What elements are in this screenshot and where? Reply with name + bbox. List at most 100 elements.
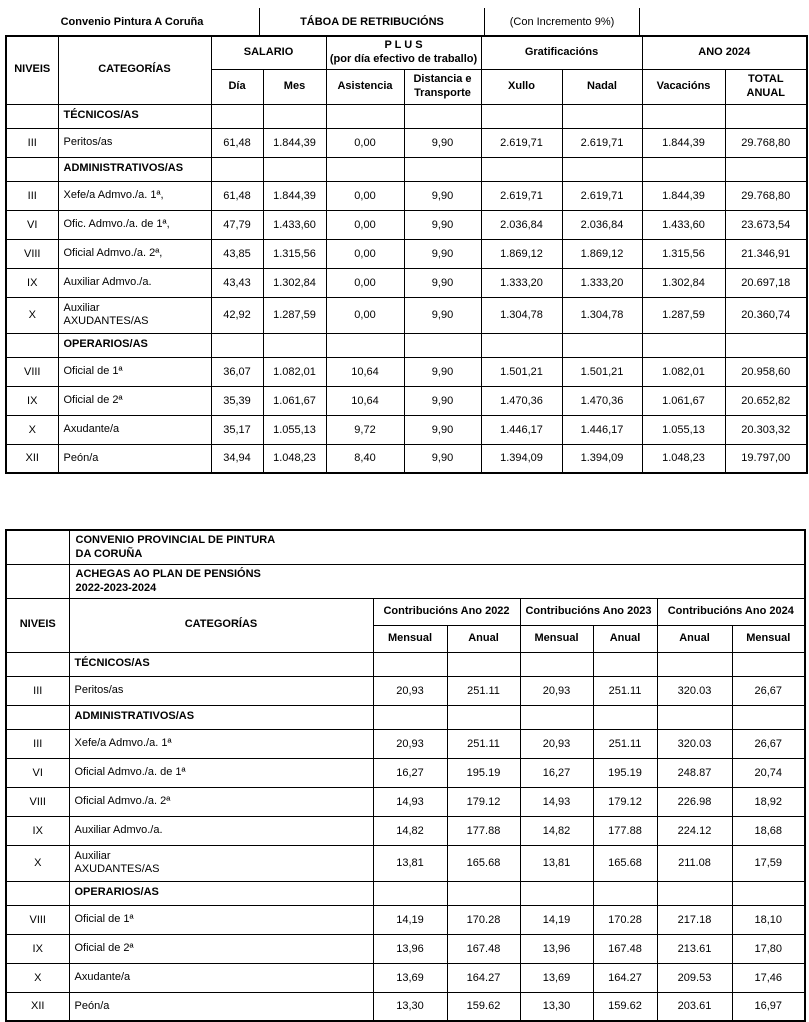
asistencia-cell: 0,00: [325, 180, 405, 211]
empty-cell: [480, 332, 563, 358]
anual-2024-cell: 213.61: [656, 933, 733, 964]
dia-cell: 43,43: [210, 267, 264, 298]
mensual-2024-cell: 17,59: [731, 844, 806, 882]
anual-2022-cell: 165.68: [446, 844, 521, 882]
vacacions-cell: 1.061,67: [641, 385, 726, 416]
nivel-cell: X: [5, 414, 59, 445]
dia-cell: 61,48: [210, 127, 264, 158]
total-cell: 29.768,80: [724, 127, 808, 158]
column-header-mensual-2024: Mensual: [731, 624, 806, 653]
section-row: OPERARIOS/AS: [5, 880, 806, 906]
column-header-mes: Mes: [262, 68, 327, 105]
pensions-table: CONVENIO PROVINCIAL DE PINTURA DA CORUÑA…: [5, 529, 807, 1022]
empty-cell: [724, 103, 808, 129]
mes-cell: 1.433,60: [262, 209, 327, 240]
section-row: OPERARIOS/AS: [5, 332, 808, 358]
dia-cell: 42,92: [210, 296, 264, 334]
total-cell: 21.346,91: [724, 238, 808, 269]
categoria-cell: Axudante/a: [57, 414, 212, 445]
empty-cell: [592, 651, 658, 677]
distancia-cell: 9,90: [403, 356, 482, 387]
empty-cell: [5, 103, 59, 129]
empty-cell: [5, 156, 59, 182]
anual-2022-cell: 159.62: [446, 991, 521, 1022]
column-header-anual-2024: Anual: [656, 624, 733, 653]
mes-cell: 1.302,84: [262, 267, 327, 298]
mes-cell: 1.061,67: [262, 385, 327, 416]
column-header-niveis: NIVEIS: [5, 35, 59, 105]
column-header-niveis: NIVEIS: [5, 597, 70, 653]
table-row: XII Peón/a 34,94 1.048,23 8,40 9,90 1.39…: [5, 443, 808, 474]
asistencia-cell: 0,00: [325, 238, 405, 269]
mes-cell: 1.048,23: [262, 443, 327, 474]
mes-cell: 1.844,39: [262, 127, 327, 158]
empty-cell: [446, 704, 521, 730]
empty-cell: [446, 880, 521, 906]
section-label: ADMINISTRATIVOS/AS: [68, 704, 374, 730]
asistencia-cell: 10,64: [325, 385, 405, 416]
empty-cell: [210, 156, 264, 182]
group-header-gratificacions: Gratificacións: [480, 35, 643, 70]
empty-cell: [446, 651, 521, 677]
mensual-2024-cell: 18,68: [731, 815, 806, 846]
mensual-2024-cell: 26,67: [731, 728, 806, 759]
section-label: OPERARIOS/AS: [57, 332, 212, 358]
table-row: VIII Oficial de 1ª 14,19 170.28 14,19 17…: [5, 904, 806, 935]
column-header-anual-2022: Anual: [446, 624, 521, 653]
categoria-cell: Oficial de 1ª: [57, 356, 212, 387]
section-label: TÉCNICOS/AS: [68, 651, 374, 677]
anual-2024-cell: 226.98: [656, 786, 733, 817]
incremento-note: (Con Incremento 9%): [485, 8, 640, 35]
asistencia-cell: 10,64: [325, 356, 405, 387]
section-row: TÉCNICOS/AS: [5, 103, 808, 129]
xullo-cell: 1.470,36: [480, 385, 563, 416]
column-header-mensual-2023: Mensual: [519, 624, 594, 653]
anual-2024-cell: 320.03: [656, 728, 733, 759]
column-header-xullo: Xullo: [480, 68, 563, 105]
empty-cell: [403, 332, 482, 358]
categoria-cell: Auxiliar AXUDANTES/AS: [68, 844, 374, 882]
nivel-cell: VIII: [5, 356, 59, 387]
empty-cell: [519, 651, 594, 677]
vacacions-cell: 1.082,01: [641, 356, 726, 387]
empty-cell: [325, 103, 405, 129]
asistencia-cell: 0,00: [325, 267, 405, 298]
total-cell: 20.360,74: [724, 296, 808, 334]
empty-cell: [262, 332, 327, 358]
empty-cell: [641, 156, 726, 182]
table-row: III Xefe/a Admvo./a. 1ª 20,93 251.11 20,…: [5, 728, 806, 759]
table-row: VI Oficial Admvo./a. de 1ª 16,27 195.19 …: [5, 757, 806, 788]
categoria-cell: Oficial de 2ª: [57, 385, 212, 416]
anual-2022-cell: 251.11: [446, 728, 521, 759]
distancia-cell: 9,90: [403, 209, 482, 240]
section-label: TÉCNICOS/AS: [57, 103, 212, 129]
empty-cell: [5, 651, 70, 677]
empty-cell: [519, 880, 594, 906]
xullo-cell: 2.619,71: [480, 127, 563, 158]
anual-2023-cell: 179.12: [592, 786, 658, 817]
empty-cell: [731, 704, 806, 730]
total-cell: 19.797,00: [724, 443, 808, 474]
categoria-cell: Auxiliar AXUDANTES/AS: [57, 296, 212, 334]
categoria-cell: Peón/a: [68, 991, 374, 1022]
anual-2023-cell: 165.68: [592, 844, 658, 882]
empty-cell: [262, 156, 327, 182]
empty-cell: [325, 156, 405, 182]
table-row: VI Ofic. Admvo./a. de 1ª, 47,79 1.433,60…: [5, 209, 808, 240]
distancia-cell: 9,90: [403, 267, 482, 298]
column-header-asistencia: Asistencia: [325, 68, 405, 105]
anual-2024-cell: 217.18: [656, 904, 733, 935]
mensual-2022-cell: 20,93: [372, 675, 448, 706]
empty-cell: [519, 704, 594, 730]
categoria-cell: Xefe/a Admvo./a. 1ª,: [57, 180, 212, 211]
anual-2024-cell: 203.61: [656, 991, 733, 1022]
asistencia-cell: 9,72: [325, 414, 405, 445]
mensual-2023-cell: 14,19: [519, 904, 594, 935]
mensual-2023-cell: 14,93: [519, 786, 594, 817]
empty-cell: [561, 332, 643, 358]
mes-cell: 1.055,13: [262, 414, 327, 445]
anual-2024-cell: 320.03: [656, 675, 733, 706]
empty-cell: [210, 103, 264, 129]
column-header-mensual-2022: Mensual: [372, 624, 448, 653]
empty-cell: [731, 880, 806, 906]
